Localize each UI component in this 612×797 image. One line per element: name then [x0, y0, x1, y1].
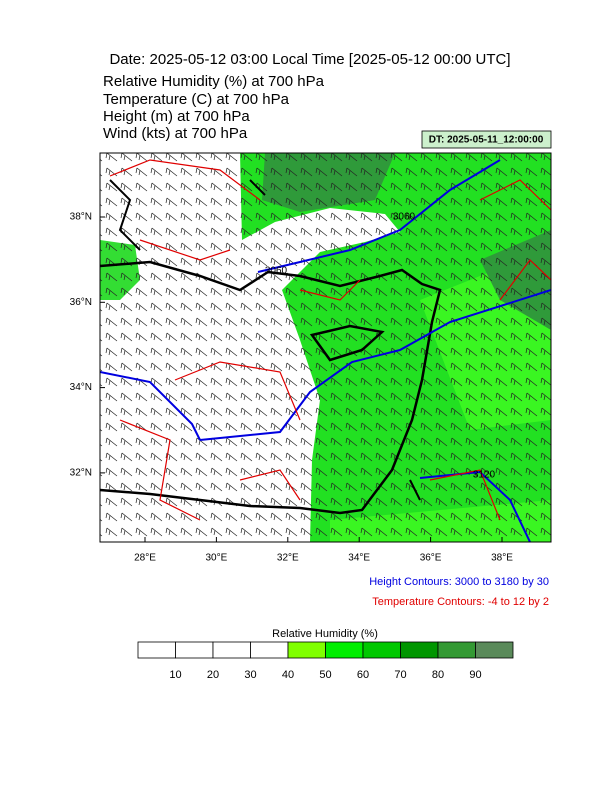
colorbar-label: 80: [432, 669, 444, 681]
colorbar-box: [325, 641, 364, 659]
height-note: Height Contours: 3000 to 3180 by 30: [369, 576, 549, 588]
lon-label: 38°E: [491, 553, 513, 564]
colorbar-label: 60: [357, 669, 369, 681]
colorbar-box: [175, 641, 214, 659]
title: Date: 2025-05-12 03:00 Local Time [2025-…: [109, 51, 510, 68]
colorbar-label: 50: [319, 669, 331, 681]
lat-labels: 38°N 36°N 34°N 32°N: [70, 212, 105, 479]
temperature-note: Temperature Contours: -4 to 12 by 2: [372, 596, 549, 608]
wind-barbs: [100, 153, 551, 542]
coastline: [100, 260, 442, 515]
field-line: Wind (kts) at 700 hPa: [103, 125, 248, 142]
colorbar-label: 70: [394, 669, 406, 681]
map: [100, 153, 551, 542]
colorbar-label: 90: [469, 669, 481, 681]
colorbar-label: 10: [169, 669, 181, 681]
coastline: [309, 324, 385, 362]
contour-label: 3060: [265, 266, 288, 277]
contour-label: 3120: [473, 470, 496, 481]
plot-frame: [99, 152, 552, 543]
lat-label: 32°N: [70, 468, 92, 479]
temperature-contour: [109, 159, 551, 521]
field-line: Temperature (C) at 700 hPa: [103, 91, 290, 108]
height-contour: [100, 159, 551, 542]
lon-label: 28°E: [134, 553, 156, 564]
dt-box: [421, 130, 552, 149]
contour-label: 3060: [393, 212, 416, 223]
field-line: Relative Humidity (%) at 700 hPa: [103, 73, 325, 90]
lat-label: 34°N: [70, 382, 92, 393]
lon-labels: 28°E 30°E 32°E 34°E 36°E 38°E: [134, 537, 513, 564]
colorbar-box: [475, 641, 514, 659]
colorbar-box: [212, 641, 251, 659]
colorbar-box: [400, 641, 439, 659]
colorbar-title: Relative Humidity (%): [272, 628, 378, 640]
colorbar-label: 30: [244, 669, 256, 681]
colorbar-box: [250, 641, 289, 659]
colorbar-box: [437, 641, 476, 659]
lon-label: 32°E: [277, 553, 299, 564]
lon-label: 30°E: [206, 553, 228, 564]
coastline: [109, 179, 421, 501]
colorbar-box: [137, 641, 176, 659]
lon-label: 34°E: [348, 553, 370, 564]
dt-label: DT: 2025-05-11_12:00:00: [429, 135, 544, 146]
field-line: Height (m) at 700 hPa: [103, 108, 250, 125]
colorbar-label: 40: [282, 669, 294, 681]
colorbar-box: [287, 641, 326, 659]
colorbar: 10 20 30 40 50 60 70 80 90: [137, 641, 514, 681]
colorbar-label: 20: [207, 669, 219, 681]
colorbar-box: [362, 641, 401, 659]
lat-label: 36°N: [70, 297, 92, 308]
lon-label: 36°E: [420, 553, 442, 564]
lat-label: 38°N: [70, 212, 92, 223]
